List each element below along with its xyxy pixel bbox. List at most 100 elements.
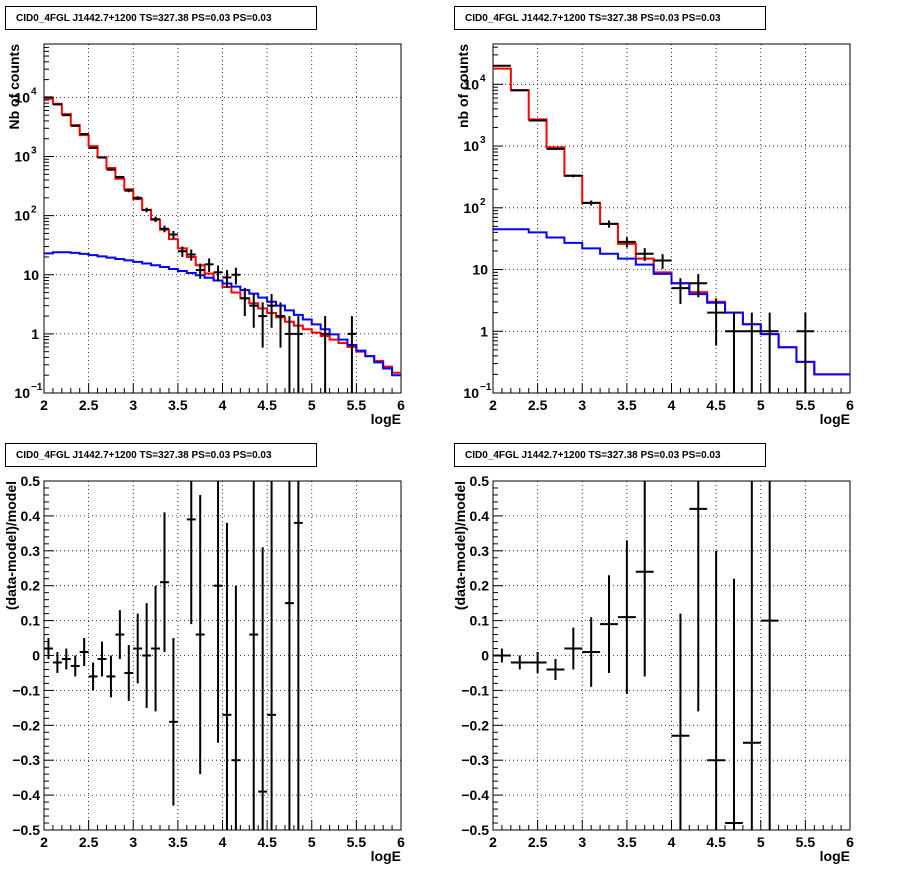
data-point [186,481,196,625]
data-point [258,302,268,348]
data-point [528,652,547,673]
y-tick-exponent: −1 [480,382,492,393]
data-point [293,481,303,830]
data-point [160,225,169,233]
data-point [115,610,125,659]
data-points [44,481,303,830]
y-axis-label: Nb of counts [6,44,22,130]
data-point [142,603,152,708]
y-tick-label: 0.4 [21,508,41,524]
y-tick-exponent: −1 [31,382,43,393]
y-tick-label: 10 [463,76,479,92]
x-tick-label: 5.5 [796,397,816,413]
x-tick-label: 6 [846,397,854,413]
data-point [240,287,250,317]
data-point [106,655,116,698]
grid [493,481,850,830]
x-axis-label: logE [371,848,401,864]
x-tick-label: 4 [668,397,676,413]
y-axis: −0.5 −0.4 −0.3 −0.2 −0.1 0 0.1 0.2 0.3 0.4 0.5(dat… [3,473,54,838]
data-point [689,481,708,712]
x-tick-label: 5.5 [796,834,816,850]
x-tick-label: 2.5 [528,834,548,850]
y-axis-label: (data-model)/model [3,481,19,610]
x-tick-label: 4 [219,397,227,413]
y-tick-label: 10 [23,267,39,283]
data-point [707,550,726,830]
data-point [546,147,565,150]
x-tick-label: 6 [397,834,405,850]
data-point [347,316,357,393]
y-tick-label: 0.5 [21,473,41,489]
data-point [742,312,761,393]
data-point [510,655,529,670]
y-tick-label: 10 [463,200,479,216]
y-tick-label: 10 [472,262,488,278]
y-tick-exponent: 3 [480,135,486,146]
y-tick-exponent: 2 [31,205,37,216]
x-tick-label: 3 [129,397,137,413]
data-point [582,617,601,687]
data-point [168,231,178,239]
chart-pad-residual-left: 2 2.5 3 3.5 4 4.5 5 5.5 6 logE −0.5 −0.4 −0.3 −0.2 −0.… [0,437,449,874]
data-point [284,481,294,830]
x-axis-label: logE [371,411,401,427]
data-point [320,316,330,393]
data-point [653,254,672,269]
chart-title: CID0_4FGL J1442.7+1200 TS=327.38 PS=0.03… [5,6,317,30]
x-tick-label: 5 [757,397,765,413]
y-tick-label: 10 [14,89,30,105]
data-point [796,312,815,393]
grid [493,44,850,393]
data-point [124,189,134,193]
data-point [133,613,143,684]
data-point [635,481,654,677]
data-point [204,258,214,273]
x-tick-label: 2 [40,834,48,850]
data-point [617,540,636,694]
data-point [222,270,232,288]
y-tick-label: 10 [14,208,30,224]
data-point [79,133,89,136]
data-point [70,124,80,127]
y-tick-label: 10 [463,138,479,154]
data-point [600,220,618,228]
x-tick-label: 2.5 [79,397,99,413]
chart-residual-left: 2 2.5 3 3.5 4 4.5 5 5.5 6logE−0.5−0.4−0.3−0.2−0.… [3,473,405,864]
data-point [546,658,565,680]
x-tick-label: 5.5 [347,834,367,850]
data-point [284,316,294,393]
data-point [151,585,161,712]
data-point [564,627,583,670]
chart-pad-counts-right: 2 2.5 3 3.5 4 4.5 5 5.5 6 logE 10 −1 1 10 10 2 10 3 10 4 nb … [449,0,898,437]
y-tick-exponent: 3 [31,146,37,157]
y-tick-label: −0.1 [461,682,489,698]
y-tick-label: −0.2 [461,717,489,733]
x-tick-label: 4.5 [257,397,277,413]
y-axis-label: (data-model)/model [452,481,468,610]
y-tick-label: −0.5 [461,822,489,838]
data-point [177,246,187,257]
y-axis-label: nb of counts [455,44,471,128]
data-point [44,638,53,659]
data-point [635,248,654,261]
data-point [168,638,178,806]
data-point [617,237,636,248]
y-tick-label: −0.3 [12,752,40,768]
y-tick-label: 0.2 [470,578,490,594]
y-tick-label: −0.4 [12,787,40,803]
y-tick-label: 0 [481,648,489,664]
y-axis: −0.5 −0.4 −0.3 −0.2 −0.1 0 0.1 0.2 0.3 0.4 0.5(dat… [452,473,503,838]
x-tick-label: 4 [668,834,676,850]
background-model-line [493,228,850,376]
x-tick-label: 3 [578,834,586,850]
data-point [725,578,743,830]
chart-title: CID0_4FGL J1442.7+1200 TS=327.38 PS=0.03… [5,443,317,467]
data-point [600,575,618,673]
data-point [52,652,62,673]
